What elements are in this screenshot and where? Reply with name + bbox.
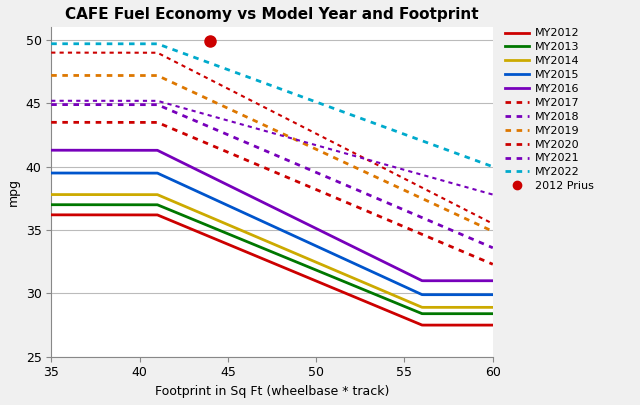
Legend: MY2012, MY2013, MY2014, MY2015, MY2016, MY2017, MY2018, MY2019, MY2020, MY2021, : MY2012, MY2013, MY2014, MY2015, MY2016, … <box>503 26 596 194</box>
X-axis label: Footprint in Sq Ft (wheelbase * track): Footprint in Sq Ft (wheelbase * track) <box>155 385 389 398</box>
Title: CAFE Fuel Economy vs Model Year and Footprint: CAFE Fuel Economy vs Model Year and Foot… <box>65 7 479 22</box>
Y-axis label: mpg: mpg <box>7 178 20 206</box>
